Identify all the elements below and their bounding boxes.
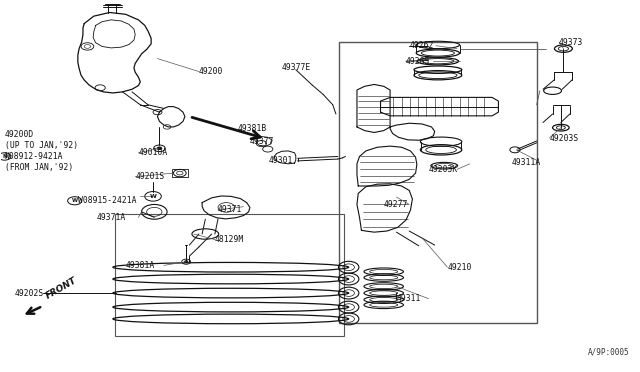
Circle shape (184, 260, 188, 263)
Circle shape (157, 147, 162, 150)
Text: 49371A: 49371A (97, 213, 126, 222)
Text: 49203S: 49203S (549, 134, 579, 142)
Text: 49381B: 49381B (237, 124, 266, 133)
Bar (115, 214, 344, 336)
Text: 49377: 49377 (250, 137, 275, 146)
Text: 49301: 49301 (269, 155, 293, 165)
Text: W: W (72, 198, 77, 203)
Text: (UP TO JAN,'92): (UP TO JAN,'92) (4, 141, 77, 150)
Text: 49210: 49210 (447, 263, 472, 272)
Text: W08915-2421A: W08915-2421A (78, 196, 136, 205)
Text: 49311: 49311 (396, 294, 421, 303)
Text: 49371: 49371 (218, 205, 243, 215)
Text: 49202S: 49202S (14, 289, 44, 298)
Text: FRONT: FRONT (45, 276, 79, 301)
Text: 49311A: 49311A (511, 157, 540, 167)
Text: N: N (3, 154, 7, 159)
Bar (339, 42, 537, 323)
Text: 49381A: 49381A (125, 261, 155, 270)
Text: N08912-9421A: N08912-9421A (4, 152, 63, 161)
Text: W: W (150, 194, 157, 199)
Text: 49203K: 49203K (428, 165, 458, 174)
Text: 49277: 49277 (384, 200, 408, 209)
Text: 49010A: 49010A (138, 148, 168, 157)
Text: A/9P:0005: A/9P:0005 (588, 347, 629, 357)
Text: 49200: 49200 (199, 67, 223, 76)
Text: 49263: 49263 (406, 57, 430, 66)
Text: 48129M: 48129M (215, 235, 244, 244)
Text: 49373: 49373 (559, 38, 583, 46)
Bar (172, 169, 188, 177)
Text: 49262: 49262 (409, 41, 433, 50)
Text: (FROM JAN,'92): (FROM JAN,'92) (4, 163, 73, 172)
Text: 49377E: 49377E (282, 63, 311, 72)
Text: 49200D: 49200D (4, 130, 34, 139)
Text: 49201S: 49201S (135, 172, 164, 181)
